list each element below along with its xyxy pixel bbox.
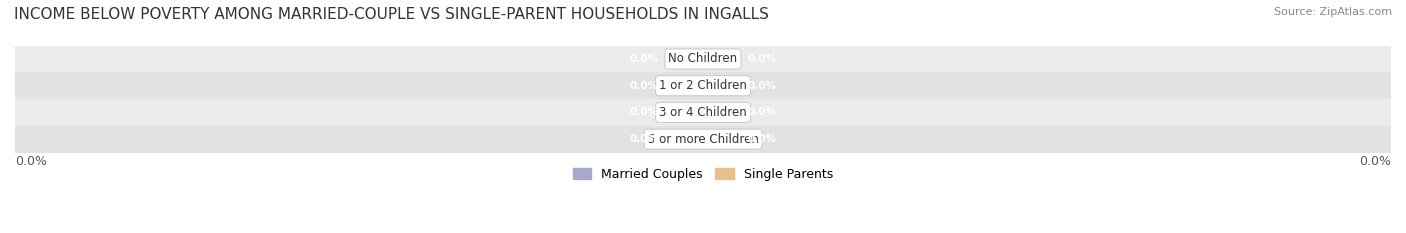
Text: 5 or more Children: 5 or more Children (648, 133, 758, 146)
Bar (665, 52, 703, 66)
Text: 0.0%: 0.0% (748, 54, 776, 64)
Bar (15, 72, 1391, 99)
Bar (15, 99, 1391, 126)
Bar (665, 78, 703, 93)
Text: Source: ZipAtlas.com: Source: ZipAtlas.com (1274, 7, 1392, 17)
Text: 0.0%: 0.0% (630, 54, 658, 64)
Text: No Children: No Children (668, 52, 738, 65)
Bar (703, 132, 741, 147)
Legend: Married Couples, Single Parents: Married Couples, Single Parents (569, 164, 837, 185)
Text: 1 or 2 Children: 1 or 2 Children (659, 79, 747, 92)
Bar (703, 105, 741, 120)
Bar (665, 105, 703, 120)
Text: 0.0%: 0.0% (1360, 155, 1391, 168)
Text: 0.0%: 0.0% (630, 107, 658, 117)
Text: INCOME BELOW POVERTY AMONG MARRIED-COUPLE VS SINGLE-PARENT HOUSEHOLDS IN INGALLS: INCOME BELOW POVERTY AMONG MARRIED-COUPL… (14, 7, 769, 22)
Text: 0.0%: 0.0% (748, 134, 776, 144)
Text: 0.0%: 0.0% (748, 81, 776, 91)
Bar (703, 78, 741, 93)
Bar (15, 46, 1391, 72)
Bar (703, 52, 741, 66)
Bar (665, 132, 703, 147)
Text: 0.0%: 0.0% (748, 107, 776, 117)
Text: 0.0%: 0.0% (630, 134, 658, 144)
Text: 0.0%: 0.0% (630, 81, 658, 91)
Text: 0.0%: 0.0% (15, 155, 46, 168)
Text: 3 or 4 Children: 3 or 4 Children (659, 106, 747, 119)
Bar (15, 126, 1391, 153)
